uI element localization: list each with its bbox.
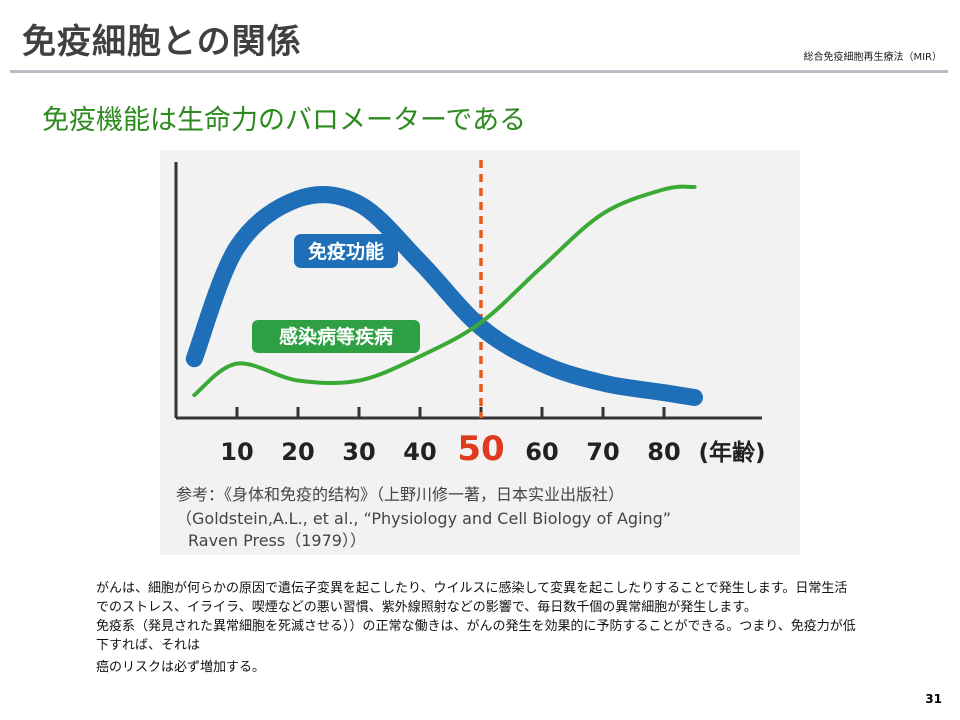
legend-immune-function-label: 免疫功能 [308, 240, 384, 263]
immune-function-curve [185, 186, 703, 406]
x-tick-label-70: 70 [586, 438, 619, 466]
reference-line-1: 参考：《身体和免疫的结构》（上野川修一著，日本实业出版社） [176, 485, 624, 504]
x-tick-label-60: 60 [525, 438, 558, 466]
title-divider [10, 70, 948, 73]
x-tick-label-40: 40 [403, 438, 436, 466]
legend-immune-function: 免疫功能 [294, 234, 398, 268]
x-axis-unit: (年齢) [698, 439, 765, 466]
x-tick-label-20: 20 [281, 438, 314, 466]
body-paragraph-2: 免疫系（発見された異常細胞を死滅させる））の正常な働きは、がんの発生を効果的に予… [96, 619, 856, 653]
x-tick-label-80: 80 [647, 438, 680, 466]
x-tick-label-50: 50 [457, 429, 504, 469]
body-paragraph-1: がんは、細胞が何らかの原因で遺伝子変異を起こしたり、ウイルスに感染して変異を起こ… [96, 581, 848, 615]
x-tick-label-30: 30 [342, 438, 375, 466]
body-paragraph-3: 癌のリスクは必ず増加する。 [96, 660, 266, 675]
organization-label: 総合免疫細胞再生療法（MIR） [803, 52, 942, 63]
legend-disease-label: 感染病等疾病 [279, 325, 393, 348]
x-tick-label-10: 10 [220, 438, 253, 466]
legend-immune-function-box [294, 234, 398, 268]
legend-disease-box [252, 320, 420, 353]
legend-disease: 感染病等疾病 [252, 320, 420, 353]
body-text: がんは、細胞が何らかの原因で遺伝子変異を起こしたり、ウイルスに感染して変異を起こ… [96, 579, 856, 677]
page-number: 31 [925, 692, 942, 706]
slide-subtitle: 免疫機能は生命力のバロメーターである [42, 105, 527, 136]
page-title: 免疫細胞との関係 [22, 22, 302, 62]
immune-age-chart: 免疫功能 感染病等疾病 10 20 30 40 50 60 70 80 (年齢) 参考：《身体… [174, 160, 766, 550]
reference-line-3: Raven Press（1979）） [188, 531, 366, 550]
reference-line-2: （Goldstein,A.L., et al., “Physiology and… [176, 509, 671, 528]
disease-curve [192, 184, 697, 398]
chart-panel: 免疫功能 感染病等疾病 10 20 30 40 50 60 70 80 (年齢) 参考：《身体… [160, 150, 800, 555]
